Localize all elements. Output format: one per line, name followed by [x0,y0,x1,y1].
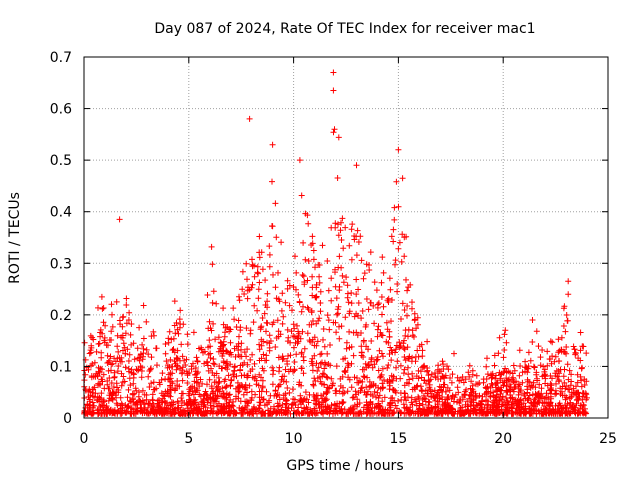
chart-title: Day 087 of 2024, Rate Of TEC Index for r… [154,21,535,37]
data-points [81,69,590,417]
y-tick-label: 0.6 [50,102,72,118]
tick-labels: 0 5 10 15 20 25 0 0.1 0.2 0.3 0.4 0.5 0.6 0.7 [50,50,617,447]
x-tick-label: 15 [389,431,407,447]
y-axis-label: ROTI / TECUs [7,192,23,284]
y-tick-label: 0.4 [50,205,72,221]
tick-marks [83,56,609,419]
x-tick-label: 0 [80,431,89,447]
y-tick-label: 0.3 [50,256,72,272]
y-tick-label: 0 [63,411,72,427]
grid-lines [84,57,608,418]
x-tick-label: 25 [599,431,617,447]
y-tick-label: 0.7 [50,50,72,66]
x-axis-label: GPS time / hours [286,458,403,474]
plot-frame [83,56,609,419]
x-tick-label: 5 [184,431,193,447]
y-tick-label: 0.2 [50,308,72,324]
y-tick-label: 0.1 [50,359,72,375]
x-tick-label: 10 [285,431,303,447]
x-tick-label: 20 [494,431,512,447]
roti-point-markers [81,69,590,417]
y-tick-label: 0.5 [50,153,72,169]
